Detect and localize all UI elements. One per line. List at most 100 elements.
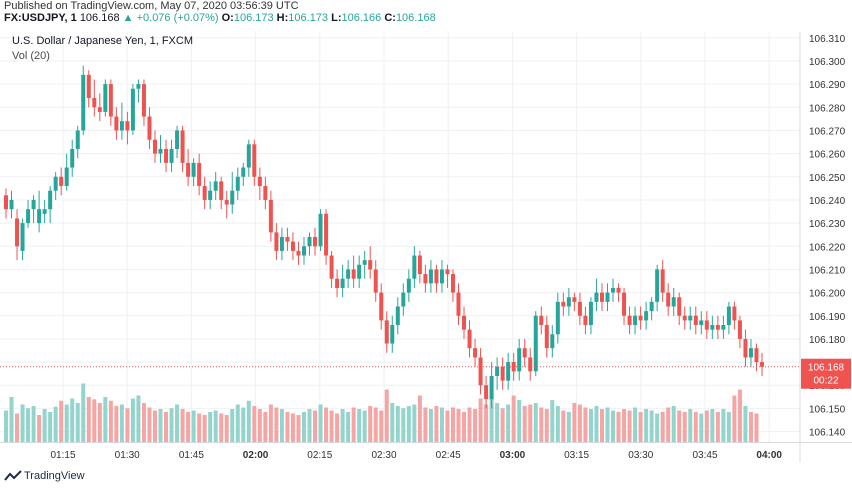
candle-body: [219, 181, 224, 200]
volume-bar: [390, 403, 395, 442]
volume-legend[interactable]: Vol (20): [12, 50, 50, 62]
volume-bar: [75, 403, 80, 442]
header-bar: Published on TradingView.com, May 07, 20…: [0, 0, 852, 32]
candle-body: [252, 144, 257, 177]
y-tick-label: 106.260: [809, 150, 846, 161]
candle-body: [213, 181, 218, 191]
volume-bar: [26, 408, 31, 442]
candle-body: [528, 357, 533, 372]
candle-body: [125, 121, 130, 131]
candle-body: [390, 325, 395, 344]
volume-bar: [103, 397, 108, 442]
volume-bar: [59, 400, 64, 442]
high-value: 106.173: [288, 12, 329, 24]
candle-body: [70, 148, 75, 168]
symbol-name[interactable]: FX:USDJPY, 1: [4, 12, 77, 24]
candle-body: [533, 315, 538, 372]
candle-body: [605, 292, 610, 302]
y-tick-label: 106.250: [809, 173, 846, 184]
volume-bar: [164, 412, 169, 442]
high-label: H:: [276, 12, 289, 24]
candle-body: [208, 190, 213, 200]
candle-body: [726, 306, 731, 326]
volume-bar: [42, 409, 47, 442]
candle-body: [445, 269, 450, 275]
y-tick-label: 106.220: [809, 242, 846, 253]
volume-bar: [566, 412, 571, 442]
candle-body: [42, 209, 47, 214]
volume-bar: [539, 407, 544, 442]
candle-body: [279, 237, 284, 251]
candle-body: [20, 223, 25, 251]
candle-body: [754, 348, 759, 363]
y-tick-label: 106.180: [809, 335, 846, 346]
volume-bar: [48, 412, 53, 442]
volume-bar: [428, 409, 433, 442]
volume-bar: [340, 409, 345, 442]
volume-bar: [241, 407, 246, 442]
candle-body: [495, 366, 500, 376]
candle-body: [682, 315, 687, 321]
volume-bar: [274, 407, 279, 442]
candle-body: [583, 315, 588, 326]
candle-body: [539, 315, 544, 326]
series-legend[interactable]: U.S. Dollar / Japanese Yen, 1, FXCM: [12, 35, 193, 47]
x-tick-label: 01:30: [115, 450, 140, 461]
volume-bar: [544, 409, 549, 442]
candle-body: [324, 213, 329, 256]
y-tick-label: 106.230: [809, 219, 846, 230]
volume-bar: [511, 395, 516, 442]
candle-body: [456, 292, 461, 316]
y-tick-label: 106.310: [809, 34, 846, 45]
volume-bar: [92, 399, 97, 442]
x-tick-label: 01:15: [50, 450, 75, 461]
candle-body: [108, 84, 113, 117]
y-tick-label: 106.290: [809, 80, 846, 91]
volume-bar: [732, 395, 737, 442]
y-tick-label: 106.210: [809, 265, 846, 276]
countdown-label: 00:22: [813, 376, 838, 387]
volume-bar: [357, 409, 362, 442]
candle-body: [384, 320, 389, 344]
volume-bar: [213, 410, 218, 442]
candle-body: [92, 98, 97, 108]
candle-body: [257, 176, 262, 187]
volume-bar: [20, 404, 25, 442]
candle-body: [4, 195, 8, 210]
volume-bar: [655, 413, 660, 442]
y-tick-label: 106.300: [809, 57, 846, 68]
symbol-row: FX:USDJPY, 1 106.168 ▲ +0.076 (+0.07%) O…: [4, 12, 436, 24]
candle-body: [48, 190, 53, 210]
volume-bar: [307, 409, 312, 442]
volume-bar: [489, 389, 494, 442]
volume-bar: [158, 409, 163, 442]
x-tick-label: 01:45: [179, 450, 204, 461]
volume-bar: [406, 406, 411, 442]
candle-body: [517, 348, 522, 372]
volume-bar: [583, 407, 588, 442]
volume-bar: [649, 410, 654, 442]
tradingview-brand[interactable]: TradingView: [24, 470, 85, 482]
volume-bar: [417, 395, 422, 442]
candle-body: [81, 74, 86, 131]
volume-bar: [699, 413, 704, 442]
candle-body: [241, 167, 246, 177]
candle-body: [743, 338, 748, 358]
candle-body: [627, 315, 632, 326]
tradingview-logo-icon[interactable]: [4, 470, 22, 482]
candle-body: [671, 297, 676, 307]
x-tick-label: 03:30: [628, 450, 653, 461]
volume-bar: [235, 404, 240, 442]
candle-body: [224, 199, 229, 205]
volume-bar: [31, 406, 36, 442]
volume-bar: [577, 404, 582, 442]
volume-bar: [638, 412, 643, 442]
candle-body: [506, 362, 511, 381]
y-tick-label: 106.240: [809, 196, 846, 207]
x-tick-label: 03:45: [692, 450, 717, 461]
candle-body: [103, 84, 108, 112]
candle-body: [180, 130, 185, 163]
volume-bar: [533, 403, 538, 442]
